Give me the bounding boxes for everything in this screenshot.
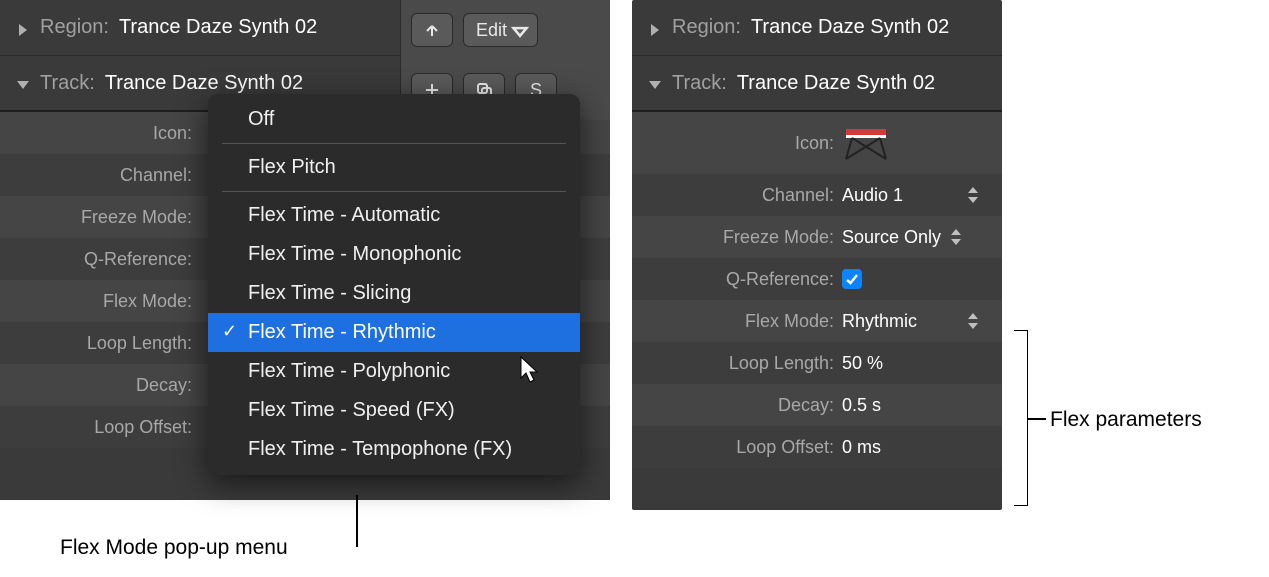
param-label: Channel: xyxy=(0,165,200,186)
param-label: Q-Reference: xyxy=(632,269,842,290)
right-inspector-panel: Region: Trance Daze Synth 02 Track: Tran… xyxy=(632,0,1002,510)
annotation-leader-line xyxy=(356,495,358,547)
param-label: Decay: xyxy=(0,375,200,396)
param-label: Freeze Mode: xyxy=(0,207,200,228)
right-param-list: Icon: Channel: Audio 1 Freeze Mode: xyxy=(632,112,1002,468)
region-header-label: Region: xyxy=(672,16,741,39)
region-header-value: Trance Daze Synth 02 xyxy=(751,16,949,39)
popup-menu-item[interactable]: Off xyxy=(208,100,580,139)
popup-menu-item[interactable]: Flex Time - Rhythmic xyxy=(208,313,580,352)
chevron-down-icon[interactable] xyxy=(16,76,30,90)
annotation-bracket xyxy=(1014,330,1028,506)
annotation-bracket-label: Flex parameters xyxy=(1050,408,1202,432)
popup-menu-item[interactable]: Flex Time - Polyphonic xyxy=(208,352,580,391)
annotation-popup-label: Flex Mode pop-up menu xyxy=(60,536,288,560)
param-label: Loop Offset: xyxy=(632,437,842,458)
track-header-row[interactable]: Track: Trance Daze Synth 02 xyxy=(632,56,1002,112)
param-row-channel: Channel: Audio 1 xyxy=(632,174,1002,216)
param-row-looplen: Loop Length: 50 % xyxy=(632,342,1002,384)
flex-mode-popup-menu[interactable]: OffFlex PitchFlex Time - AutomaticFlex T… xyxy=(208,94,580,475)
stepper-arrows-icon xyxy=(966,313,980,329)
keyboard-on-stand-icon xyxy=(842,125,890,161)
track-header-label: Track: xyxy=(672,72,727,95)
track-icon-image[interactable] xyxy=(842,125,890,161)
flex-value: Rhythmic xyxy=(842,311,917,332)
track-header-label: Track: xyxy=(40,72,95,95)
freeze-value: Source Only xyxy=(842,227,941,248)
param-label: Loop Length: xyxy=(632,353,842,374)
param-row-freeze: Freeze Mode: Source Only xyxy=(632,216,1002,258)
param-row-flex: Flex Mode: Rhythmic xyxy=(632,300,1002,342)
popup-menu-separator xyxy=(222,191,566,192)
chevron-down-icon xyxy=(511,23,525,37)
loop-offset-value[interactable]: 0 ms xyxy=(842,437,881,458)
param-row-loopoff: Loop Offset: 0 ms xyxy=(632,426,1002,468)
edit-menu-button[interactable]: Edit xyxy=(463,13,538,47)
stepper-arrows-icon xyxy=(949,229,963,245)
param-label: Flex Mode: xyxy=(632,311,842,332)
stepper-arrows-icon xyxy=(966,187,980,203)
popup-menu-item[interactable]: Flex Time - Automatic xyxy=(208,196,580,235)
flex-mode-value-menu[interactable]: Rhythmic xyxy=(842,311,990,332)
region-header-label: Region: xyxy=(40,16,109,39)
freeze-mode-value-stepper[interactable]: Source Only xyxy=(842,227,990,248)
chevron-right-icon[interactable] xyxy=(16,21,30,35)
chevron-right-icon[interactable] xyxy=(648,21,662,35)
param-row-qref: Q-Reference: xyxy=(632,258,1002,300)
param-row-decay: Decay: 0.5 s xyxy=(632,384,1002,426)
popup-menu-item[interactable]: Flex Time - Slicing xyxy=(208,274,580,313)
channel-value-stepper[interactable]: Audio 1 xyxy=(842,185,990,206)
popup-menu-item[interactable]: Flex Time - Speed (FX) xyxy=(208,391,580,430)
chevron-down-icon[interactable] xyxy=(648,76,662,90)
track-header-value: Trance Daze Synth 02 xyxy=(737,72,935,95)
popup-menu-item[interactable]: Flex Time - Monophonic xyxy=(208,235,580,274)
popup-menu-item[interactable]: Flex Pitch xyxy=(208,148,580,187)
param-row-icon: Icon: xyxy=(632,112,1002,174)
q-reference-checkbox[interactable] xyxy=(842,269,862,289)
param-label: Icon: xyxy=(0,123,200,144)
channel-value: Audio 1 xyxy=(842,185,903,206)
param-label: Channel: xyxy=(632,185,842,206)
param-label: Q-Reference: xyxy=(0,249,200,270)
param-label: Decay: xyxy=(632,395,842,416)
annotation-bracket-stub xyxy=(1028,418,1046,420)
param-label: Freeze Mode: xyxy=(632,227,842,248)
param-label: Loop Offset: xyxy=(0,417,200,438)
track-header-value: Trance Daze Synth 02 xyxy=(105,72,303,95)
up-arrow-button[interactable] xyxy=(411,13,453,47)
popup-menu-item[interactable]: Flex Time - Tempophone (FX) xyxy=(208,430,580,469)
param-label: Flex Mode: xyxy=(0,291,200,312)
popup-menu-separator xyxy=(222,143,566,144)
decay-value[interactable]: 0.5 s xyxy=(842,395,881,416)
param-label: Loop Length: xyxy=(0,333,200,354)
region-header-row[interactable]: Region: Trance Daze Synth 02 xyxy=(632,0,1002,56)
region-header-value: Trance Daze Synth 02 xyxy=(119,16,317,39)
loop-length-value[interactable]: 50 % xyxy=(842,353,883,374)
edit-button-label: Edit xyxy=(476,20,507,41)
param-label: Icon: xyxy=(632,133,842,154)
